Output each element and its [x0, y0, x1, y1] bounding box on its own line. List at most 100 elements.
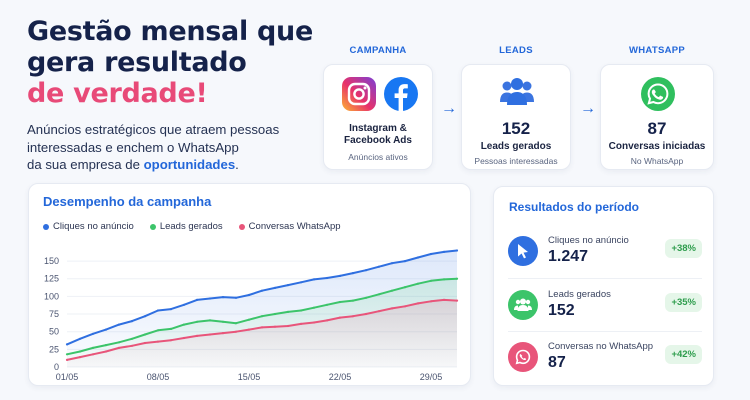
- legend-item-whatsapp: Conversas WhatsApp: [238, 221, 341, 232]
- legend-item-leads: Leads gerados: [149, 221, 223, 232]
- data-point: [286, 310, 290, 313]
- cursor-icon: [508, 236, 538, 266]
- campaign-title: Instagram & Facebook Ads: [324, 123, 432, 147]
- chart-legend: Cliques no anúncio Leads gerados Convers…: [43, 221, 341, 232]
- data-point: [312, 306, 316, 309]
- y-tick-label: 150: [44, 256, 59, 266]
- leads-value: 152: [501, 119, 531, 138]
- data-point: [312, 278, 316, 281]
- data-point: [156, 309, 160, 312]
- data-point: [455, 277, 459, 280]
- hero-section: Gestão mensal que gera resultado de verd…: [27, 16, 327, 174]
- data-point: [455, 299, 459, 302]
- data-point: [403, 260, 407, 263]
- data-point: [325, 276, 329, 280]
- result-row-whatsapp: Conversas no WhatsApp 87 +42%: [508, 338, 702, 378]
- data-point: [91, 332, 95, 335]
- hero-description: Anúncios estratégicos que atraem pessoas…: [27, 121, 327, 174]
- data-point: [299, 322, 303, 325]
- data-point: [117, 323, 121, 326]
- data-point: [364, 269, 368, 272]
- data-point: [104, 328, 108, 331]
- data-point: [364, 296, 368, 299]
- result-label: Cliques no anúncio: [548, 235, 629, 246]
- result-change-badge: +42%: [665, 345, 702, 364]
- whatsapp-value: 87: [647, 119, 667, 138]
- data-point: [143, 341, 147, 345]
- data-point: [234, 322, 238, 325]
- arrow-right-icon: →: [441, 100, 457, 117]
- data-point: [286, 284, 290, 287]
- data-point: [429, 279, 433, 282]
- result-change-badge: +38%: [665, 239, 702, 258]
- series-area: [67, 299, 457, 367]
- people-icon: [499, 77, 535, 112]
- result-value: 1.247: [548, 248, 589, 265]
- result-row-leads: Leads gerados 152 +35%: [508, 286, 702, 326]
- data-point: [338, 274, 342, 277]
- data-point: [403, 286, 407, 289]
- data-point: [143, 333, 147, 336]
- data-point: [78, 356, 82, 359]
- data-point: [78, 350, 82, 353]
- data-point: [104, 350, 108, 353]
- data-point: [208, 319, 212, 322]
- campaign-card: Instagram & Facebook Ads Anúncios ativos: [323, 64, 433, 170]
- flow-label-whatsapp: WHATSAPP: [628, 45, 686, 56]
- result-row-clicks: Cliques no anúncio 1.247 +38%: [508, 232, 702, 272]
- hero-desc-line1: Anúncios estratégicos que atraem pessoas: [27, 122, 280, 137]
- data-point: [299, 309, 303, 312]
- y-tick-label: 75: [49, 309, 59, 319]
- x-tick-label: 22/05: [329, 372, 352, 382]
- data-point: [416, 256, 420, 259]
- data-point: [65, 343, 69, 346]
- hero-desc-line2: interessadas e enchem o WhatsApp: [27, 139, 239, 155]
- instagram-icon: [342, 77, 376, 111]
- data-point: [65, 358, 69, 361]
- data-point: [130, 320, 134, 323]
- y-tick-label: 100: [44, 291, 59, 301]
- x-tick-label: 15/05: [238, 372, 261, 382]
- legend-label: Conversas WhatsApp: [248, 221, 341, 232]
- data-point: [130, 337, 134, 340]
- data-point: [429, 300, 433, 303]
- data-point: [169, 327, 173, 330]
- data-point: [338, 300, 342, 304]
- result-change-badge: +35%: [665, 293, 702, 312]
- data-point: [390, 289, 394, 292]
- leads-subtitle: Pessoas interessadas: [474, 156, 558, 166]
- data-point: [91, 353, 95, 356]
- data-point: [260, 315, 264, 318]
- data-point: [221, 332, 225, 335]
- y-tick-label: 25: [49, 344, 59, 354]
- data-point: [429, 252, 433, 256]
- data-point: [208, 297, 212, 300]
- data-point: [273, 312, 277, 316]
- data-point: [390, 307, 394, 310]
- data-point: [351, 299, 355, 302]
- results-card: Resultados do período Cliques no anúncio…: [493, 186, 714, 386]
- data-point: [182, 336, 186, 340]
- divider: [508, 278, 702, 279]
- hero-title-line2: gera resultado: [27, 47, 247, 78]
- data-point: [377, 310, 381, 313]
- data-point: [78, 337, 82, 340]
- data-point: [234, 296, 238, 299]
- result-value: 87: [548, 354, 566, 371]
- campaign-title-line1: Instagram &: [349, 123, 407, 134]
- data-point: [416, 302, 420, 305]
- data-point: [221, 296, 225, 299]
- whatsapp-title: Conversas iniciadas: [608, 141, 706, 152]
- data-point: [117, 341, 121, 344]
- legend-item-clicks: Cliques no anúncio: [43, 221, 134, 232]
- data-point: [351, 272, 355, 275]
- result-label: Leads gerados: [548, 289, 611, 300]
- data-point: [338, 316, 342, 319]
- data-point: [169, 339, 173, 342]
- legend-label: Cliques no anúncio: [53, 221, 134, 232]
- data-point: [442, 278, 446, 281]
- legend-label: Leads gerados: [159, 221, 223, 232]
- y-tick-label: 0: [54, 362, 59, 372]
- data-point: [312, 321, 316, 324]
- data-point: [403, 305, 407, 308]
